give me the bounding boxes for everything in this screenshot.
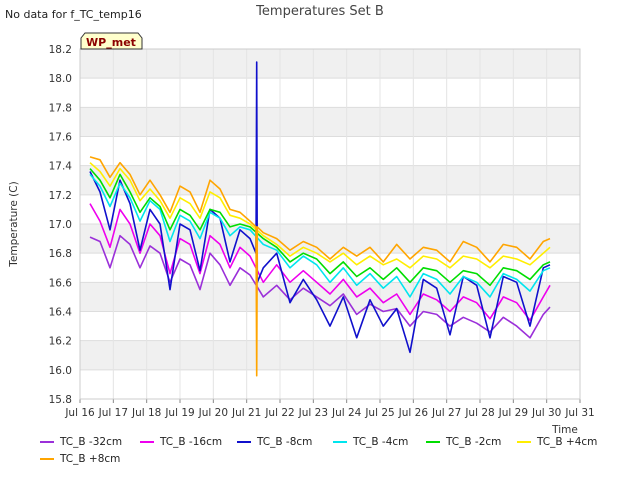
x-tick-label: Jul 19 <box>164 407 194 419</box>
legend-swatch <box>40 441 54 443</box>
plot-band <box>80 78 580 108</box>
plot-band <box>80 49 580 79</box>
legend-item: TC_B -32cm <box>40 436 122 448</box>
x-tick-label: Jul 24 <box>331 407 362 419</box>
x-tick-label: Jul 27 <box>431 407 461 419</box>
legend-label: TC_B -2cm <box>446 436 502 448</box>
series-line-tc-b-4cm <box>89 162 551 269</box>
y-axis-label: Temperature (C) <box>8 181 20 267</box>
x-axis-label: Time <box>551 424 578 436</box>
x-tick-label: Jul 17 <box>98 407 128 419</box>
y-tick-label: 17.8 <box>49 102 72 114</box>
badge: WP_met <box>80 32 143 50</box>
legend-item: TC_B -16cm <box>140 436 222 448</box>
plot-band <box>80 107 580 137</box>
series-line-tc-b-8cm <box>89 156 551 377</box>
plot-band <box>80 369 580 399</box>
series-line-tc-b-2cm <box>89 168 551 287</box>
x-tick-label: Jul 23 <box>298 407 328 419</box>
legend-item: TC_B -2cm <box>426 436 501 448</box>
legend-swatch <box>517 441 531 443</box>
legend-item: TC_B -8cm <box>237 436 312 448</box>
badge-label: WP_met <box>86 36 136 49</box>
plot-band <box>80 165 580 195</box>
legend-swatch <box>333 441 347 443</box>
plot-band <box>80 194 580 224</box>
legend-swatch <box>237 441 251 443</box>
y-tick-label: 16.8 <box>49 248 72 260</box>
legend-label: TC_B +4cm <box>537 436 598 448</box>
y-tick-label: 18.0 <box>49 73 72 85</box>
y-tick-label: 17.0 <box>49 219 72 231</box>
y-tick-label: 16.0 <box>49 365 72 377</box>
x-tick-label: Jul 21 <box>231 407 261 419</box>
legend-swatch <box>40 458 54 460</box>
plot-frame <box>79 48 581 400</box>
y-tick-label: 18.2 <box>49 44 72 56</box>
y-tick-label: 16.6 <box>49 277 73 289</box>
legend-item: TC_B -4cm <box>333 436 408 448</box>
x-tick-label: Jul 16 <box>64 407 95 419</box>
plot-band <box>80 340 580 370</box>
y-tick-label: 16.2 <box>49 336 72 348</box>
legend-label: TC_B -8cm <box>257 436 313 448</box>
x-tick-label: Jul 18 <box>131 407 161 419</box>
legend-item: TC_B +4cm <box>517 436 597 448</box>
legend-item: TC_B +8cm <box>40 453 120 465</box>
x-tick-label: Jul 25 <box>364 407 394 419</box>
x-tick-label: Jul 22 <box>264 407 294 419</box>
y-tick-label: 16.4 <box>49 307 73 319</box>
series-line-tc-b-4cm <box>89 173 551 298</box>
x-tick-label: Jul 26 <box>398 407 429 419</box>
plot-band <box>80 136 580 166</box>
x-tick-label: Jul 29 <box>498 407 528 419</box>
no-data-note: No data for f_TC_temp16 <box>5 8 142 21</box>
legend-label: TC_B -4cm <box>353 436 409 448</box>
x-tick-label: Jul 30 <box>531 407 561 419</box>
x-tick-label: Jul 31 <box>564 407 594 419</box>
series-line-tc-b-32cm <box>89 234 551 339</box>
legend-swatch <box>426 441 440 443</box>
y-tick-label: 17.6 <box>49 132 73 144</box>
legend-label: TC_B -32cm <box>60 436 123 448</box>
y-tick-label: 17.4 <box>49 161 73 173</box>
series-line-tc-b-16cm <box>89 203 551 322</box>
legend-swatch <box>140 441 154 443</box>
y-tick-label: 17.2 <box>49 190 72 202</box>
y-tick-label: 15.8 <box>49 394 72 406</box>
badge-shape <box>80 32 143 50</box>
chart-title: Temperatures Set B <box>256 4 384 19</box>
x-tick-label: Jul 20 <box>198 407 228 419</box>
x-tick-label: Jul 28 <box>464 407 494 419</box>
legend-label: TC_B +8cm <box>60 453 121 465</box>
legend-label: TC_B -16cm <box>160 436 223 448</box>
